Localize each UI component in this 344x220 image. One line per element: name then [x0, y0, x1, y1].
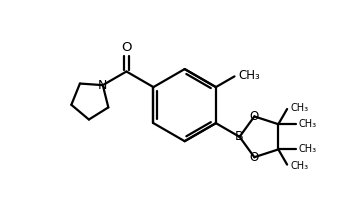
Text: CH₃: CH₃	[290, 103, 308, 113]
Text: CH₃: CH₃	[299, 144, 317, 154]
Text: O: O	[121, 41, 132, 54]
Text: CH₃: CH₃	[290, 161, 308, 170]
Text: CH₃: CH₃	[299, 119, 317, 129]
Text: B: B	[235, 130, 244, 143]
Text: CH₃: CH₃	[238, 69, 260, 82]
Text: O: O	[250, 110, 259, 123]
Text: O: O	[250, 151, 259, 164]
Text: N: N	[98, 79, 107, 92]
